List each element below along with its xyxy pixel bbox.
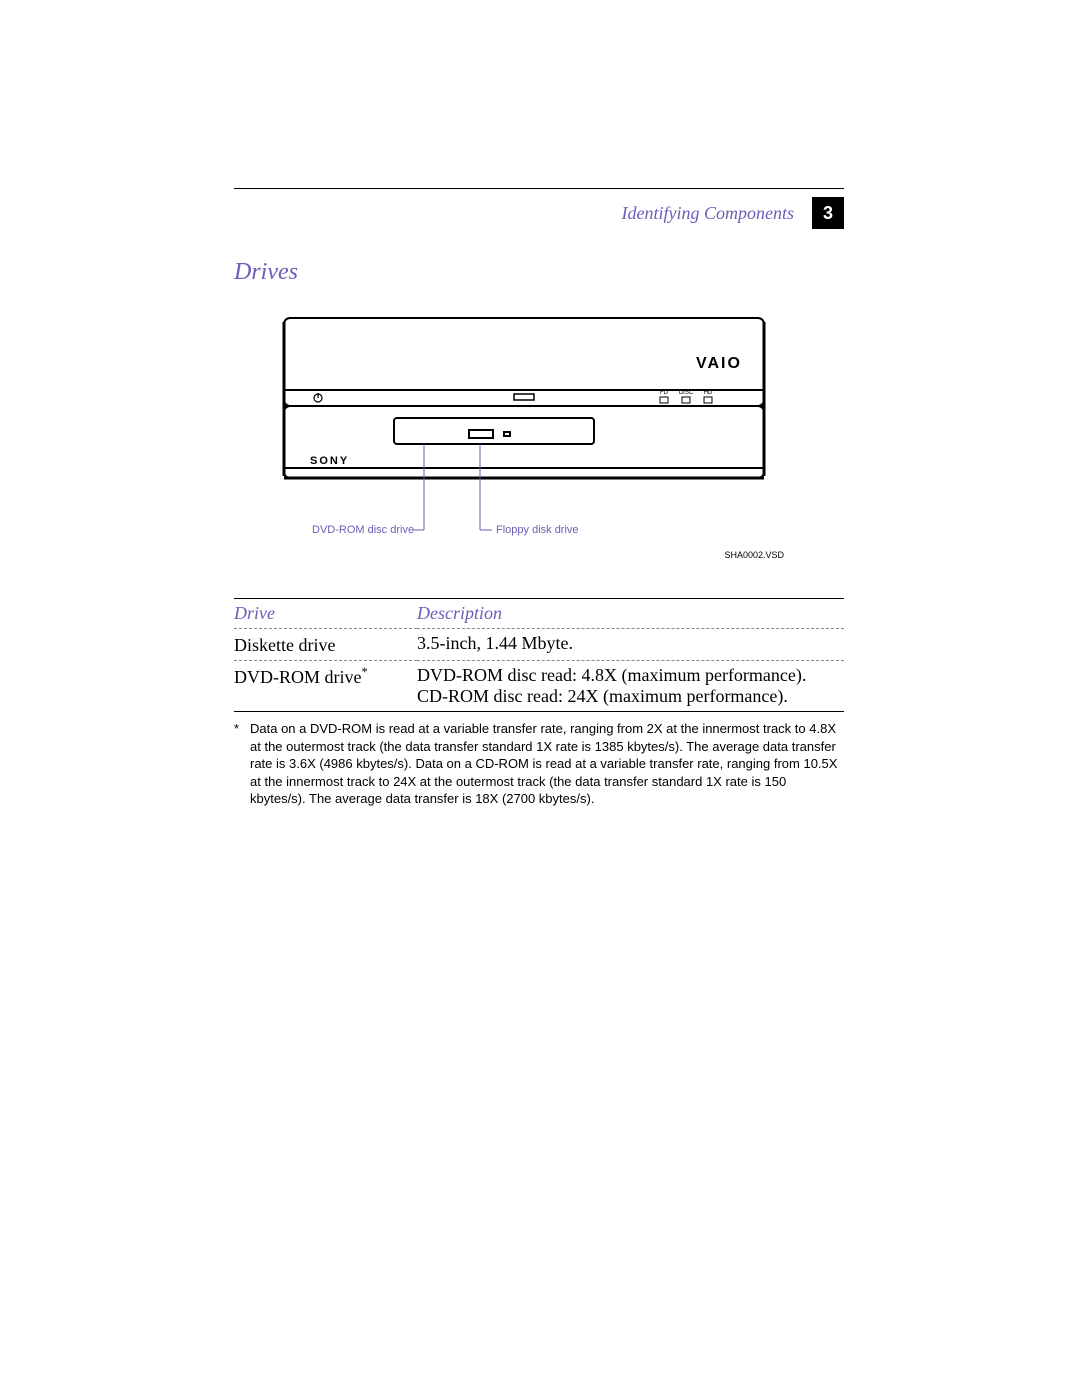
- document-page: Identifying Components 3 Drives: [0, 0, 1080, 1397]
- drives-figure: FD DISC HD VAIO SONY: [264, 308, 784, 568]
- table-cell-description: 3.5-inch, 1.44 Mbyte.: [417, 629, 844, 661]
- header-rule: [234, 188, 844, 189]
- indicator-label-fd: FD: [660, 390, 669, 396]
- figure-id: SHA0002.VSD: [724, 550, 784, 560]
- page-number: 3: [812, 197, 844, 229]
- vaio-logo-text: VAIO: [696, 355, 742, 372]
- footnote-text: Data on a DVD-ROM is read at a variable …: [250, 720, 844, 808]
- callout-floppy: Floppy disk drive: [496, 524, 579, 536]
- table-cell-description: DVD-ROM disc read: 4.8X (maximum perform…: [417, 661, 844, 712]
- callout-dvd-rom: DVD-ROM disc drive: [312, 524, 414, 536]
- section-title: Drives: [234, 259, 844, 286]
- drive-suffix: *: [362, 665, 368, 679]
- footnote-marker: *: [234, 720, 250, 808]
- table-header-description: Description: [417, 599, 844, 629]
- table-cell-drive: Diskette drive: [234, 629, 417, 661]
- page-header: Identifying Components 3: [234, 197, 844, 229]
- table-row: Diskette drive 3.5-inch, 1.44 Mbyte.: [234, 629, 844, 661]
- table-row: DVD-ROM drive* DVD-ROM disc read: 4.8X (…: [234, 661, 844, 712]
- indicator-label-hd: HD: [704, 390, 713, 396]
- indicator-label-disc: DISC: [679, 390, 694, 396]
- content-frame: Identifying Components 3 Drives: [234, 188, 844, 808]
- drive-name: DVD-ROM drive: [234, 667, 362, 687]
- drives-table: Drive Description Diskette drive 3.5-inc…: [234, 598, 844, 712]
- sony-logo-text: SONY: [310, 455, 349, 467]
- table-header-drive: Drive: [234, 599, 417, 629]
- footnote: * Data on a DVD-ROM is read at a variabl…: [234, 720, 844, 808]
- header-section-label: Identifying Components: [622, 203, 794, 224]
- drive-name: Diskette drive: [234, 635, 335, 655]
- table-header-row: Drive Description: [234, 599, 844, 629]
- table-cell-drive: DVD-ROM drive*: [234, 661, 417, 712]
